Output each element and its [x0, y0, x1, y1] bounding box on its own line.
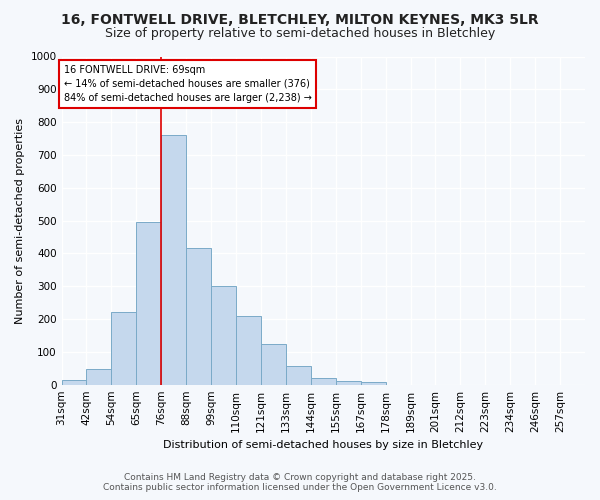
Text: 16 FONTWELL DRIVE: 69sqm
← 14% of semi-detached houses are smaller (376)
84% of : 16 FONTWELL DRIVE: 69sqm ← 14% of semi-d…: [64, 64, 311, 102]
Bar: [62, 380, 86, 384]
Bar: [336, 380, 361, 384]
Bar: [186, 248, 211, 384]
Text: Size of property relative to semi-detached houses in Bletchley: Size of property relative to semi-detach…: [105, 28, 495, 40]
Bar: [211, 286, 236, 384]
Bar: [311, 378, 336, 384]
Bar: [112, 312, 136, 384]
Bar: [286, 366, 311, 384]
Bar: [236, 316, 261, 384]
X-axis label: Distribution of semi-detached houses by size in Bletchley: Distribution of semi-detached houses by …: [163, 440, 484, 450]
Bar: [161, 136, 186, 384]
Y-axis label: Number of semi-detached properties: Number of semi-detached properties: [15, 118, 25, 324]
Bar: [86, 370, 112, 384]
Bar: [261, 344, 286, 384]
Text: 16, FONTWELL DRIVE, BLETCHLEY, MILTON KEYNES, MK3 5LR: 16, FONTWELL DRIVE, BLETCHLEY, MILTON KE…: [61, 12, 539, 26]
Bar: [361, 382, 386, 384]
Bar: [136, 222, 161, 384]
Text: Contains HM Land Registry data © Crown copyright and database right 2025.
Contai: Contains HM Land Registry data © Crown c…: [103, 473, 497, 492]
